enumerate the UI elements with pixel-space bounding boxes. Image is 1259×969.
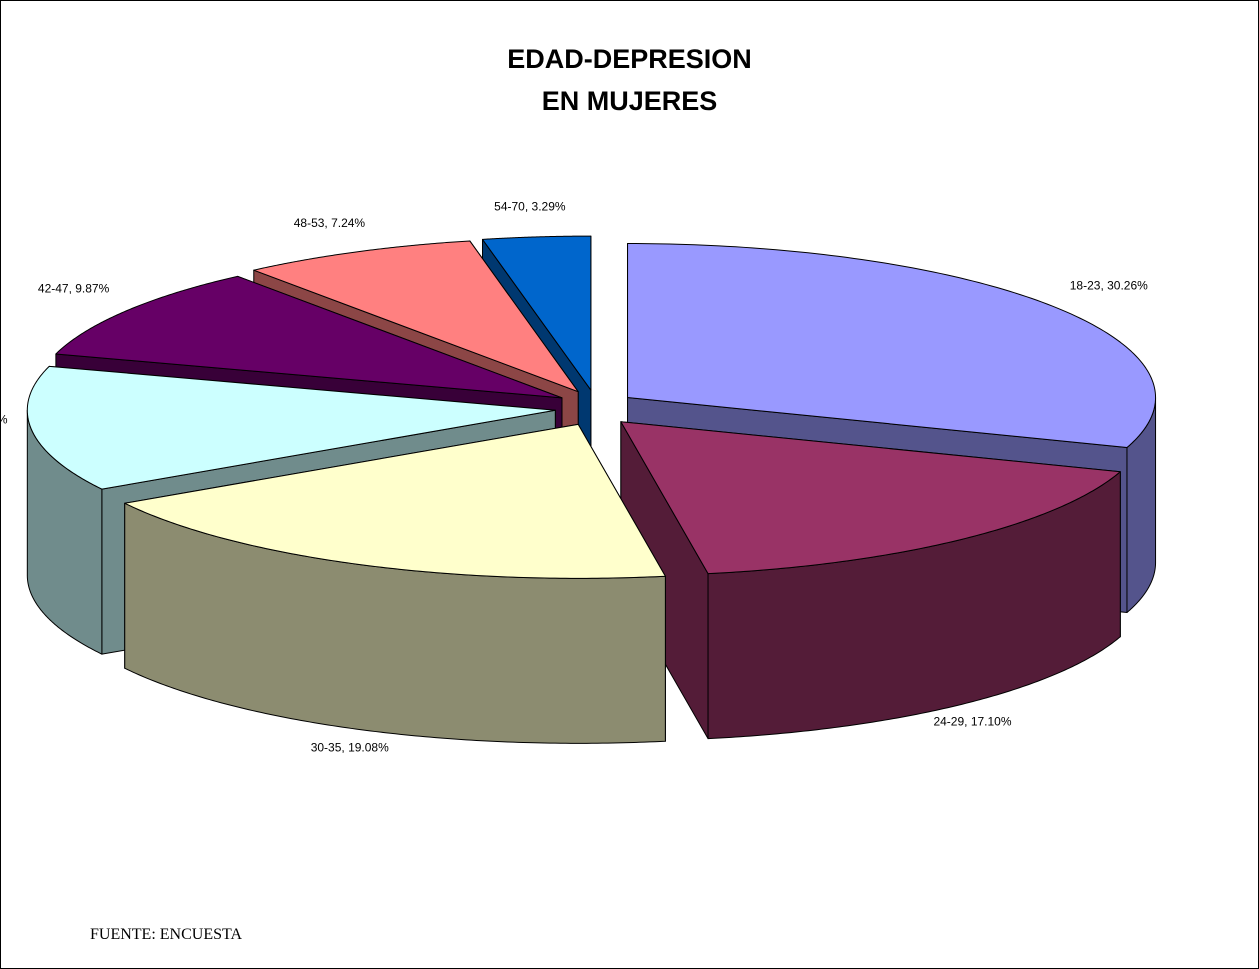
chart-title-line-2: EN MUJERES xyxy=(541,86,718,116)
pie-slice-30-35 xyxy=(124,423,666,579)
pie-slice-42-47 xyxy=(55,275,563,399)
pie-slice-36-41 xyxy=(26,365,556,490)
pie-slice-48-53 xyxy=(253,240,579,393)
pie-slice-54-70 xyxy=(482,235,592,391)
data-label-18-23: 18-23, 30.26% xyxy=(1070,278,1148,292)
data-label-30-35: 30-35, 19.08% xyxy=(311,740,389,754)
data-label-54-70: 54-70, 3.29% xyxy=(494,200,566,214)
source-note: FUENTE: ENCUESTA xyxy=(90,926,243,943)
chart-title: EDAD-DEPRESION EN MUJERES xyxy=(0,38,1259,122)
pie-slice-24-29 xyxy=(620,421,1121,575)
chart-title-line-1: EDAD-DEPRESION xyxy=(507,44,752,74)
data-label-36-41: 36-41, 13.16% xyxy=(0,413,8,427)
pie-slice-18-23 xyxy=(627,243,1157,449)
data-label-42-47: 42-47, 9.87% xyxy=(38,282,110,296)
data-label-24-29: 24-29, 17.10% xyxy=(933,715,1011,729)
data-label-48-53: 48-53, 7.24% xyxy=(294,216,366,230)
